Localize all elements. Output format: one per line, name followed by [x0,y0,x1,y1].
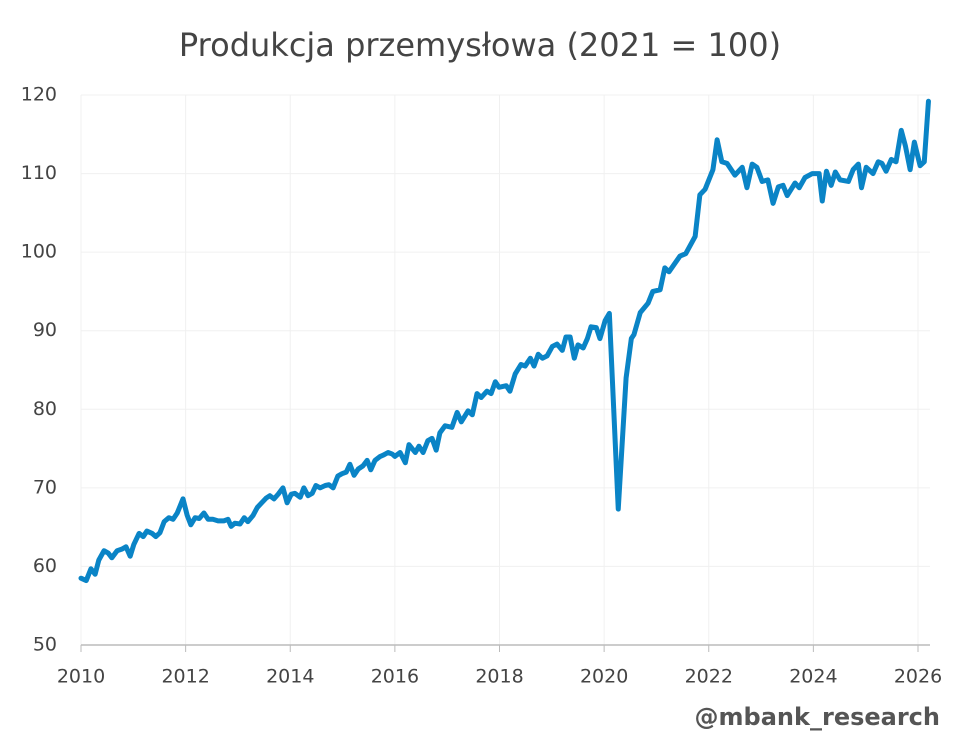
y-tick-label: 60 [33,555,57,577]
x-tick-label: 2020 [580,666,628,688]
chart-title: Produkcja przemysłowa (2021 = 100) [179,26,781,64]
y-tick-label: 70 [33,476,57,498]
y-tick-label: 90 [33,319,57,341]
x-tick-label: 2016 [371,666,419,688]
y-tick-label: 100 [21,241,57,263]
x-tick-label: 2022 [685,666,733,688]
y-tick-label: 50 [33,634,57,656]
x-tick-label: 2018 [475,666,523,688]
data-line [78,98,931,584]
x-tick-label: 2014 [266,666,314,688]
y-tick-label: 80 [33,398,57,420]
x-tick-label: 2010 [57,666,105,688]
x-tick-label: 2012 [161,666,209,688]
x-tick-label: 2026 [894,666,942,688]
y-tick-label: 110 [21,162,57,184]
x-tick-label: 2024 [789,666,837,688]
watermark: @mbank_research [695,703,940,731]
y-tick-label: 120 [21,84,57,106]
